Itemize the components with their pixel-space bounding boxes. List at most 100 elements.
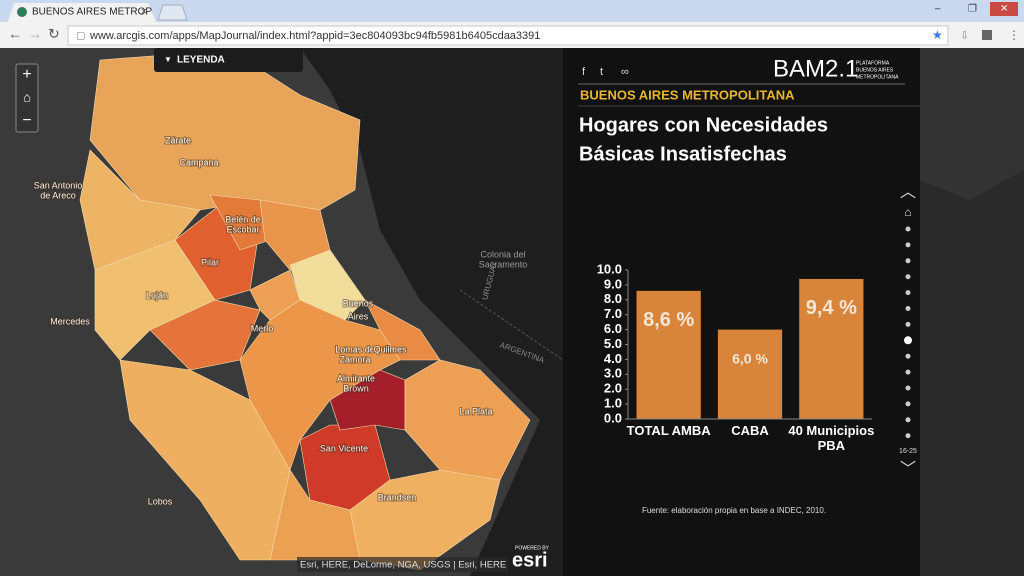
x-tick-label: 40 Municipios PBA [788,423,875,453]
powered-by: POWERED BY [515,545,550,551]
forward[interactable]: → [28,26,42,42]
bar [799,278,864,419]
map-label: Luján [146,290,168,300]
tab-bar [0,0,1024,22]
close-window[interactable] [990,2,1018,16]
tab[interactable] [8,3,156,22]
region [239,299,401,471]
nav-dot[interactable] [905,306,911,311]
subtitle: BUENOS AIRES METROPOLITANA [580,87,795,102]
region [364,299,441,361]
value-label: 6,0 % [732,350,768,366]
new-tab[interactable] [157,4,188,21]
map-label: Lomas de [335,344,375,354]
logo-tagline: METROPOLITANA [856,74,899,80]
map-label: Sacramento [479,259,528,269]
map-label: Quilmes [373,344,407,354]
map-label: Mercedes [50,316,90,326]
region [404,359,531,481]
nav-down[interactable]: ﹀ [900,460,916,478]
share-facebook[interactable]: f [582,66,586,78]
maximize[interactable]: ❐ [968,4,977,15]
map-label: Almirante [337,373,375,383]
map-water [300,48,563,576]
nav-dot[interactable] [905,226,911,232]
map-label: San Vicente [320,443,368,453]
heading: Hogares con Necesidades [579,114,828,136]
y-tick-label: 9.0 [604,276,622,291]
extension[interactable]: ⇩ [960,30,969,42]
nav-dot[interactable] [905,353,911,359]
region [289,249,366,321]
tab-title: BUENOS AIRES METROP [32,7,152,18]
legend-caret: ▼ [164,55,172,64]
nav-dot[interactable] [905,321,911,327]
y-tick-label: 8.0 [604,291,622,306]
nav-dot[interactable] [905,290,911,296]
y-tick-label: 6.0 [604,321,622,336]
map-label: Brandsen [378,492,417,502]
legend-label: LEYENDA [177,55,225,66]
back[interactable]: ← [8,26,22,42]
map-label: Campana [179,157,218,167]
nav-home[interactable]: ⌂ [904,205,911,219]
share-twitter[interactable]: t [600,66,603,78]
zoom-controls [15,63,39,133]
nav-dot[interactable] [905,274,911,280]
nav-dot[interactable] [904,336,912,345]
zoom-in[interactable]: + [22,66,31,83]
nav-dot[interactable] [905,385,911,391]
nav-dot[interactable] [905,242,911,248]
tab-close[interactable]: × [141,7,147,18]
map-label: La Plata [459,406,492,416]
minimize[interactable]: – [935,4,941,15]
bar [636,290,701,419]
map-label: Pilar [201,257,219,267]
chart: 0.01.02.03.04.05.06.07.08.09.010.0 8,6 % 6… [597,261,872,425]
border [459,289,564,361]
nav-range: 16-25 [899,448,917,455]
y-tick-label: 10.0 [597,261,622,276]
zoom-out[interactable]: − [22,112,31,129]
home[interactable]: ⌂ [23,89,31,104]
legend-button[interactable] [154,48,303,72]
y-tick-label: 4.0 [604,351,622,366]
bar [717,329,783,419]
y-tick-label: 1.0 [604,396,622,411]
heading: Básicas Insatisfechas [579,143,787,165]
menu[interactable]: ⋮ [1008,28,1020,42]
page-icon: ▢ [76,31,85,42]
share-link[interactable]: ∞ [621,66,629,78]
nav-dot[interactable] [905,401,911,407]
url: www.arcgis.com/apps/MapJournal/index.htm… [89,30,540,42]
map-label: Brown [343,383,369,393]
attribution: Esri, HERE, DeLorme, NGA, USGS | Esri, H… [300,560,506,571]
map-label: Escobar [226,224,259,234]
map-label: de Areco [40,190,76,200]
nav-dot[interactable] [905,258,911,264]
map-label: San Antonio [34,180,83,190]
source: Fuente: elaboración propia en base a IND… [642,506,826,515]
reload[interactable]: ↻ [48,26,60,42]
logo-tagline: PLATAFORMA [856,60,890,66]
value-label: 8,6 % [643,309,694,331]
y-tick-label: 3.0 [604,366,622,381]
x-tick-label: CABA [731,423,769,438]
address-bar[interactable] [67,25,949,46]
nav-dot[interactable] [905,369,911,375]
y-tick-label: 5.0 [604,336,622,351]
x-tick-label: TOTAL AMBA [626,423,711,438]
logo: BAM2.1 [773,55,858,82]
nav-up[interactable]: ︿ [900,184,916,201]
bookmark-star[interactable]: ★ [932,28,943,42]
y-tick-label: 2.0 [604,381,622,396]
municipalities [79,49,531,571]
map-label: Zamora [339,354,370,364]
nav-dot[interactable] [905,417,911,423]
attribution-bg [297,557,508,572]
map-label: Aires [348,311,369,321]
esri-logo: esri [512,549,548,571]
nav-dot[interactable] [905,433,911,439]
extension[interactable] [982,30,992,40]
map-label: Lobos [148,496,173,506]
